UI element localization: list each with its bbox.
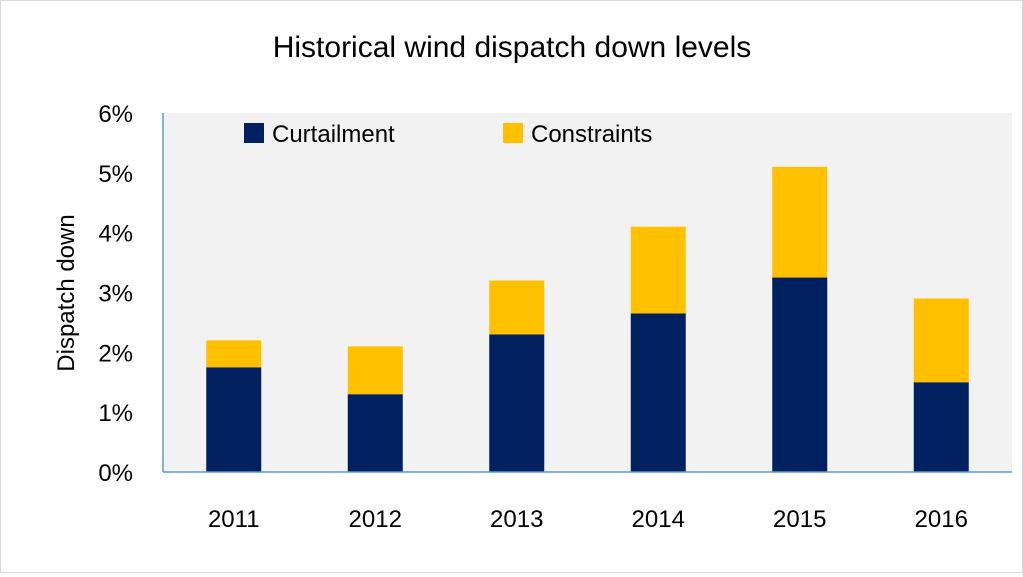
bar-constraints-2015 — [772, 166, 828, 278]
legend-swatch-curtailment — [244, 123, 264, 143]
x-tick-label: 2011 — [208, 506, 260, 533]
bar-constraints-2014 — [630, 226, 686, 314]
chart-title: Historical wind dispatch down levels — [273, 31, 752, 64]
legend-label-curtailment: Curtailment — [272, 121, 395, 148]
y-tick-label: 6% — [98, 101, 133, 128]
x-tick-label: 2012 — [349, 506, 402, 533]
y-tick-label: 5% — [98, 161, 133, 188]
legend-label-constraints: Constraints — [531, 121, 652, 148]
x-tick-label: 2016 — [915, 506, 968, 533]
bar-constraints-2011 — [206, 340, 262, 368]
y-tick-label: 4% — [98, 221, 133, 248]
x-tick-label: 2015 — [773, 506, 826, 533]
bar-constraints-2016 — [913, 298, 969, 383]
bar-curtailment-2016 — [913, 382, 969, 472]
x-tick-label: 2014 — [632, 506, 685, 533]
bar-curtailment-2015 — [772, 277, 828, 472]
y-tick-label: 1% — [98, 400, 133, 427]
y-tick-label: 2% — [98, 340, 133, 367]
bar-constraints-2012 — [347, 346, 403, 395]
bar-curtailment-2012 — [347, 394, 403, 472]
x-tick-label: 2013 — [490, 506, 543, 533]
legend-swatch-constraints — [503, 123, 523, 143]
bar-constraints-2013 — [489, 280, 545, 335]
y-tick-label: 0% — [98, 460, 133, 487]
bar-curtailment-2011 — [206, 367, 262, 472]
y-axis-label: Dispatch down — [53, 214, 80, 371]
plot-area — [163, 113, 1012, 472]
y-tick-label: 3% — [98, 281, 133, 308]
bar-curtailment-2014 — [630, 313, 686, 472]
bar-curtailment-2013 — [489, 334, 545, 472]
